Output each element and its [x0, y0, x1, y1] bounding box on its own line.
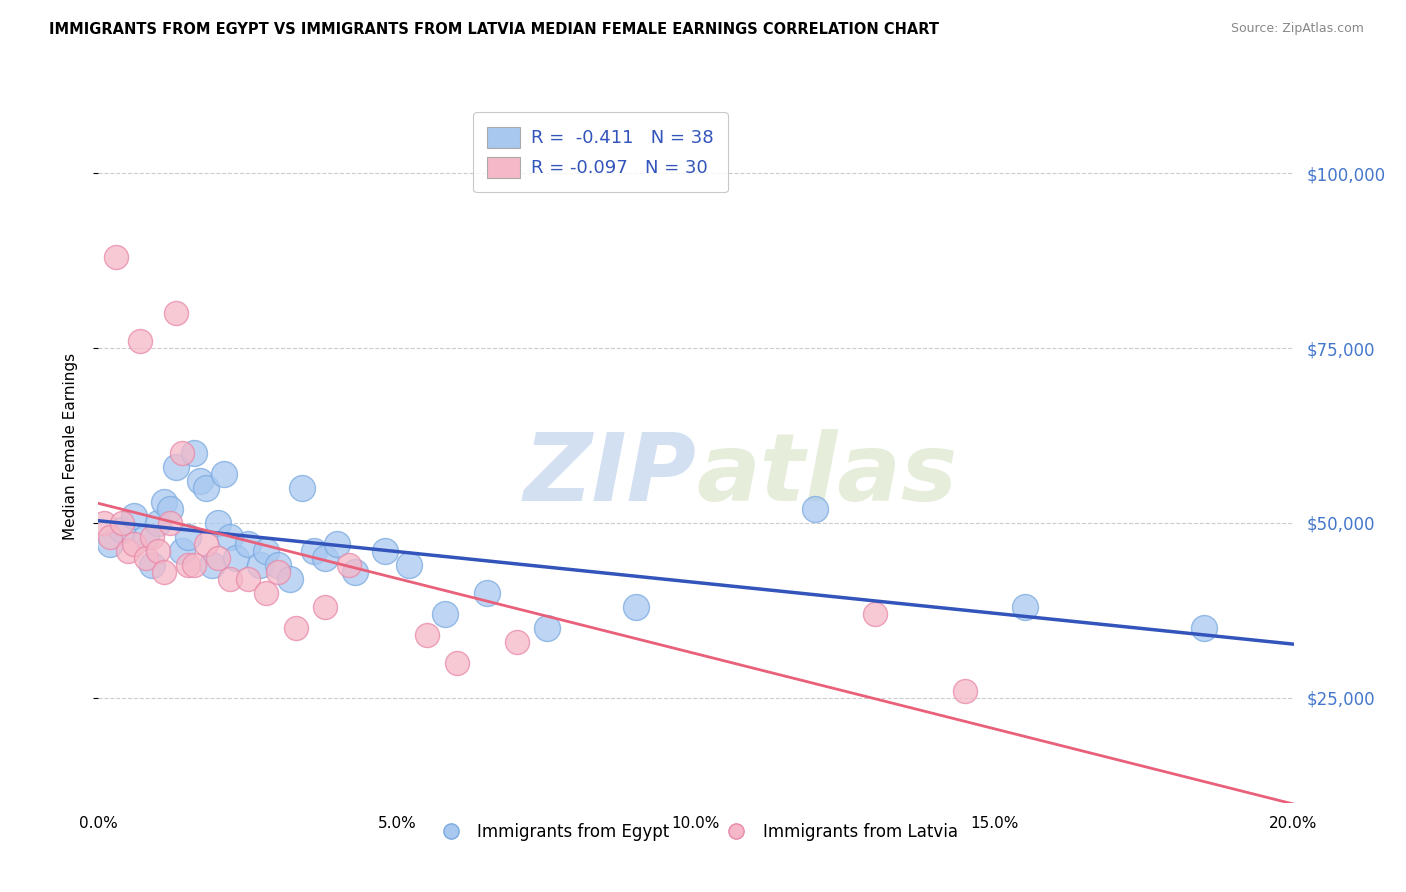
Point — [111, 523, 134, 537]
Point — [172, 544, 194, 558]
Point — [153, 495, 176, 509]
Point — [804, 502, 827, 516]
Point — [195, 481, 218, 495]
Point — [1192, 621, 1215, 635]
Point — [141, 530, 163, 544]
Point — [267, 565, 290, 579]
Point — [153, 565, 176, 579]
Point — [416, 628, 439, 642]
Point — [506, 635, 529, 649]
Point — [236, 572, 259, 586]
Point — [249, 558, 271, 572]
Point — [278, 572, 301, 586]
Text: Source: ZipAtlas.com: Source: ZipAtlas.com — [1230, 22, 1364, 36]
Point — [148, 516, 170, 530]
Point — [291, 481, 314, 495]
Point — [626, 599, 648, 614]
Point — [165, 460, 187, 475]
Point — [267, 558, 290, 572]
Point — [475, 586, 498, 600]
Point — [315, 599, 337, 614]
Point — [865, 607, 887, 621]
Point — [236, 537, 259, 551]
Point — [374, 544, 396, 558]
Point — [93, 516, 115, 530]
Point — [141, 558, 163, 572]
Point — [111, 516, 134, 530]
Y-axis label: Median Female Earnings: Median Female Earnings — [63, 352, 77, 540]
Point — [1014, 599, 1036, 614]
Point — [326, 537, 349, 551]
Point — [446, 656, 468, 670]
Point — [536, 621, 558, 635]
Point — [284, 621, 307, 635]
Point — [117, 544, 139, 558]
Point — [201, 558, 224, 572]
Point — [148, 544, 170, 558]
Point — [183, 446, 205, 460]
Point — [225, 550, 247, 565]
Point — [212, 467, 235, 481]
Point — [207, 516, 229, 530]
Point — [254, 586, 277, 600]
Point — [188, 474, 211, 488]
Point — [98, 537, 122, 551]
Point — [177, 558, 200, 572]
Legend: Immigrants from Egypt, Immigrants from Latvia: Immigrants from Egypt, Immigrants from L… — [427, 817, 965, 848]
Point — [344, 565, 367, 579]
Point — [953, 684, 976, 698]
Text: atlas: atlas — [696, 428, 957, 521]
Point — [177, 530, 200, 544]
Point — [124, 508, 146, 523]
Point — [159, 516, 181, 530]
Point — [172, 446, 194, 460]
Point — [434, 607, 457, 621]
Point — [398, 558, 420, 572]
Text: IMMIGRANTS FROM EGYPT VS IMMIGRANTS FROM LATVIA MEDIAN FEMALE EARNINGS CORRELATI: IMMIGRANTS FROM EGYPT VS IMMIGRANTS FROM… — [49, 22, 939, 37]
Point — [135, 530, 157, 544]
Point — [135, 550, 157, 565]
Point — [165, 306, 187, 320]
Point — [254, 544, 277, 558]
Point — [159, 502, 181, 516]
Point — [105, 250, 128, 264]
Text: ZIP: ZIP — [523, 428, 696, 521]
Point — [183, 558, 205, 572]
Point — [207, 550, 229, 565]
Point — [219, 530, 242, 544]
Point — [124, 537, 146, 551]
Point — [98, 530, 122, 544]
Point — [339, 558, 361, 572]
Point — [195, 537, 218, 551]
Point — [302, 544, 325, 558]
Point — [129, 334, 152, 348]
Point — [219, 572, 242, 586]
Point — [315, 550, 337, 565]
